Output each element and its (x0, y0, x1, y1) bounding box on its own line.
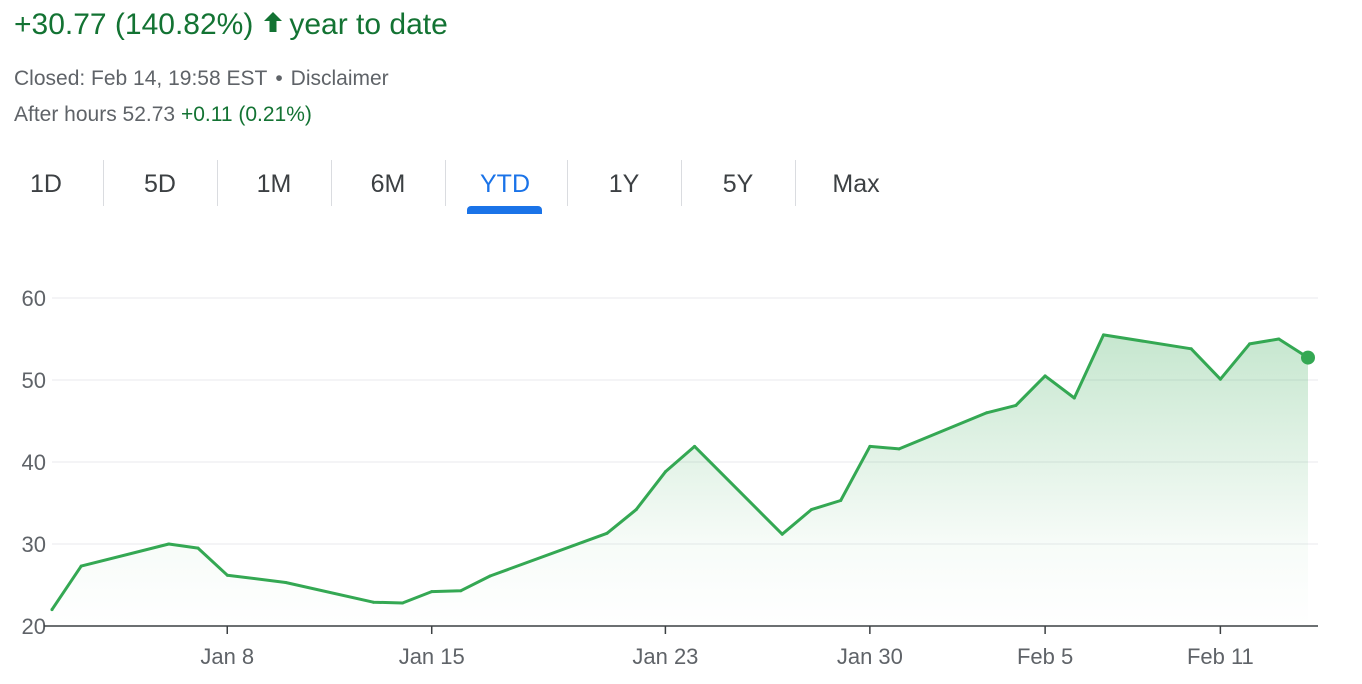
range-tabs: 1D 5D 1M 6M YTD 1Y 5Y Max (0, 160, 920, 216)
y-tick-label: 20 (22, 614, 46, 639)
chart-data-points (50, 333, 1315, 612)
x-tick-label: Feb 11 (1187, 644, 1254, 669)
data-point (897, 447, 901, 451)
data-point (780, 532, 784, 536)
period-label: year to date (289, 8, 448, 41)
latest-price-marker (1301, 350, 1315, 365)
data-point (1102, 333, 1105, 337)
y-tick-label: 60 (22, 286, 46, 311)
x-tick-label: Jan 8 (200, 644, 254, 669)
tab-1m[interactable]: 1M (256, 169, 292, 198)
tab-5y[interactable]: 5Y (722, 169, 754, 198)
data-point (1014, 403, 1018, 407)
tab-divider (217, 160, 218, 206)
after-hours-price: After hours 52.73 (14, 103, 176, 126)
after-hours-change: +0.11 (0.21%) (180, 103, 312, 126)
tab-divider (445, 160, 446, 206)
x-tick-label: Jan 23 (632, 644, 698, 669)
data-point (839, 499, 843, 502)
data-point (401, 601, 404, 605)
data-point (79, 564, 83, 568)
tab-max[interactable]: Max (832, 169, 880, 198)
data-point (459, 589, 463, 593)
price-line (50, 333, 1310, 612)
data-point (634, 508, 638, 512)
separator-dot: • (275, 67, 283, 90)
data-point (167, 542, 171, 546)
data-point (868, 444, 872, 448)
y-tick-label: 50 (22, 368, 46, 393)
arrow-up-icon (263, 8, 283, 42)
data-point (284, 581, 288, 584)
tab-ytd[interactable]: YTD (480, 169, 530, 198)
data-point (985, 411, 989, 415)
active-tab-indicator (467, 206, 542, 214)
tab-6m[interactable]: 6M (370, 169, 406, 198)
data-point (693, 444, 697, 448)
data-point (1218, 377, 1222, 381)
x-tick-label: Jan 15 (399, 644, 465, 669)
tab-divider (795, 160, 796, 206)
data-point (1043, 374, 1047, 378)
chart-price-line (50, 333, 1310, 612)
data-point (663, 470, 667, 474)
tab-divider (681, 160, 682, 206)
change-value: +30.77 (140.82%) (14, 8, 254, 41)
data-point (1072, 396, 1076, 400)
data-point (605, 531, 609, 535)
tab-divider (103, 160, 104, 206)
market-status: Closed: Feb 14, 19:58 EST • Disclaimer (14, 67, 389, 91)
data-point (50, 608, 54, 612)
x-tick-label: Feb 5 (1017, 644, 1073, 669)
tab-1y[interactable]: 1Y (608, 169, 640, 198)
tab-5d[interactable]: 5D (144, 169, 176, 198)
data-point (1277, 337, 1281, 341)
chart-area-fill (52, 334, 1308, 626)
data-point (225, 573, 229, 577)
closed-time: Closed: Feb 14, 19:58 EST (14, 67, 268, 90)
data-point (809, 508, 813, 512)
x-tick-label: Jan 30 (837, 644, 903, 669)
data-point (1248, 342, 1252, 346)
after-hours-info: After hours 52.73 +0.11 (0.21%) (14, 103, 312, 127)
data-point (430, 590, 434, 594)
disclaimer-link[interactable]: Disclaimer (290, 67, 389, 90)
data-point (1189, 347, 1193, 351)
tab-1d[interactable]: 1D (30, 169, 62, 198)
data-point (488, 574, 492, 578)
ytd-change-summary: +30.77 (140.82%) year to date (14, 8, 448, 42)
y-tick-label: 40 (22, 450, 46, 475)
data-point (196, 546, 200, 550)
y-tick-label: 30 (22, 532, 46, 557)
chart-axes: 20 30 40 50 60 Jan 8 Jan 15 Jan 23 Jan 30 Feb 5 Fe… (22, 286, 1318, 669)
tab-divider (331, 160, 332, 206)
tab-divider (567, 160, 568, 206)
area-fill (52, 334, 1308, 626)
data-point (371, 600, 375, 604)
